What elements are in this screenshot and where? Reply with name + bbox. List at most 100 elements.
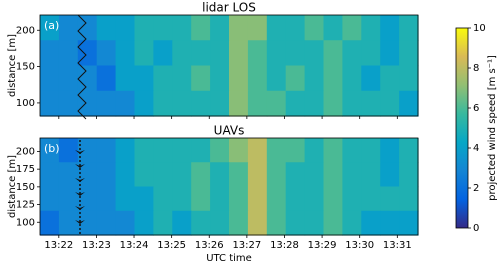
- heatmap-cell: [247, 138, 268, 163]
- heatmap-cell: [153, 15, 173, 41]
- heatmap-cell: [115, 162, 136, 188]
- heatmap-cell: [153, 186, 173, 212]
- heatmap-cell: [304, 40, 325, 67]
- heatmap-cell: [115, 90, 136, 117]
- heatmap-cell: [134, 40, 154, 67]
- heatmap-cell: [96, 90, 117, 117]
- heatmap-cell: [115, 65, 136, 92]
- heatmap-cell: [229, 15, 249, 41]
- heatmap-cell: [285, 186, 306, 212]
- heatmap-cell: [361, 90, 381, 117]
- x-tick-label: 13:28: [270, 240, 299, 251]
- heatmap-cell: [399, 186, 419, 212]
- heatmap-cell: [285, 65, 306, 92]
- heatmap-cell: [191, 90, 211, 117]
- heatmap-cell: [229, 40, 249, 67]
- heatmap-cell: [191, 186, 211, 212]
- heatmap-cell: [266, 40, 287, 67]
- heatmap-cell: [380, 40, 400, 67]
- heatmap-cell: [210, 186, 230, 212]
- heatmap-cell: [342, 15, 362, 41]
- heatmap-cell: [96, 186, 117, 212]
- heatmap-cell: [266, 65, 287, 92]
- heatmap-cell: [96, 40, 117, 67]
- y-tick-label: 200: [16, 25, 35, 36]
- y-tick-label: 100: [16, 217, 35, 228]
- heatmap-cell: [172, 40, 192, 67]
- heatmap-cell: [210, 162, 230, 188]
- heatmap-cell: [399, 40, 419, 67]
- panel-title: UAVs: [214, 124, 245, 138]
- heatmap-cell: [172, 210, 192, 236]
- heatmap-cell: [40, 162, 60, 188]
- heatmap-cell: [380, 138, 400, 163]
- x-tick-label: 13:31: [383, 240, 412, 251]
- heatmap-cell: [77, 65, 98, 92]
- heatmap-cell: [247, 210, 268, 236]
- heatmap-cell: [191, 210, 211, 236]
- heatmap-cell: [229, 210, 249, 236]
- heatmap-cell: [247, 15, 268, 41]
- heatmap-cell: [247, 90, 268, 117]
- heatmap-cell: [40, 65, 60, 92]
- uav-marker: [75, 164, 85, 168]
- heatmap-cell: [304, 162, 325, 188]
- colorbar-label: projected wind speed [m s⁻¹]: [487, 55, 498, 201]
- heatmap-cell: [172, 162, 192, 188]
- heatmap-cell: [247, 186, 268, 212]
- heatmap-cell: [304, 138, 325, 163]
- uav-marker: [75, 150, 85, 154]
- heatmap-cell: [172, 90, 192, 117]
- colorbar: [455, 27, 469, 229]
- heatmap-cell: [96, 162, 117, 188]
- heatmap-cell: [134, 15, 154, 41]
- heatmap-cell: [399, 210, 419, 236]
- heatmap-cell: [323, 40, 343, 67]
- colorbar-tick-label: 4: [473, 143, 479, 154]
- x-axis-label: UTC time: [206, 253, 252, 264]
- heatmap-cell: [399, 15, 419, 41]
- uav-marker: [75, 220, 85, 224]
- heatmap-cell: [380, 162, 400, 188]
- uav-marker: [75, 192, 85, 196]
- heatmap-cell: [380, 65, 400, 92]
- colorbar-tick-label: 2: [473, 183, 479, 194]
- heatmap-cell: [210, 90, 230, 117]
- heatmap-cell: [266, 162, 287, 188]
- heatmap-cell: [191, 40, 211, 67]
- heatmap-cell: [342, 90, 362, 117]
- heatmap-cell: [40, 15, 60, 41]
- panel-annotation: (b): [44, 142, 60, 155]
- heatmap-cell: [172, 138, 192, 163]
- heatmap-cell: [361, 65, 381, 92]
- heatmap-cell: [191, 138, 211, 163]
- heatmap-cell: [58, 162, 79, 188]
- heatmap-cell: [361, 162, 381, 188]
- heatmap-cell: [115, 138, 136, 163]
- heatmap-cell: [266, 138, 287, 163]
- heatmap-cell: [304, 210, 325, 236]
- heatmap-cell: [134, 162, 154, 188]
- heatmap-cell: [285, 210, 306, 236]
- heatmap-cell: [323, 65, 343, 92]
- heatmap-cell: [134, 186, 154, 212]
- heatmap-cell: [361, 15, 381, 41]
- heatmap-cell: [40, 138, 60, 163]
- heatmap-cell: [266, 210, 287, 236]
- x-tick-label: 13:29: [308, 240, 337, 251]
- heatmap-cell: [134, 65, 154, 92]
- y-tick-label: 125: [16, 200, 35, 211]
- heatmap-cell: [153, 40, 173, 67]
- y-tick-label: 200: [16, 146, 35, 157]
- x-tick-label: 13:30: [345, 240, 374, 251]
- heatmap-cell: [247, 40, 268, 67]
- heatmap-cell: [342, 40, 362, 67]
- heatmap-cell: [247, 65, 268, 92]
- heatmap-cell: [399, 138, 419, 163]
- heatmap-cell: [323, 90, 343, 117]
- heatmap-cell: [304, 65, 325, 92]
- panel-annotation: (a): [44, 19, 59, 32]
- heatmap-cell: [229, 65, 249, 92]
- heatmap-cell: [96, 15, 117, 41]
